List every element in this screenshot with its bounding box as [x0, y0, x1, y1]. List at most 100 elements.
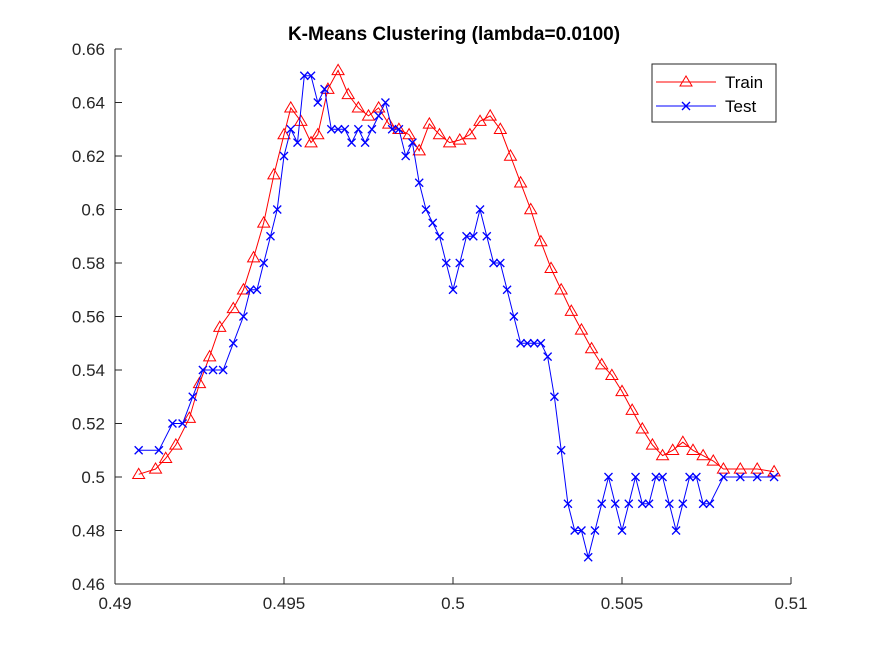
train-point — [665, 443, 680, 455]
train-point — [452, 132, 467, 145]
test-point — [583, 552, 593, 562]
legend: Train Test — [651, 63, 777, 123]
x-tick-label: 0.49 — [98, 594, 131, 613]
train-point — [361, 108, 376, 121]
test-point — [266, 231, 275, 241]
train-point — [226, 301, 241, 314]
test-point-stroke — [326, 124, 336, 134]
test-point — [495, 258, 505, 268]
test-point-stroke — [651, 472, 661, 482]
test-point-stroke — [374, 111, 384, 121]
test-point-stroke — [691, 472, 701, 482]
train-point — [202, 349, 217, 362]
train-point — [483, 108, 498, 121]
train-point — [544, 261, 558, 274]
test-point — [678, 499, 688, 509]
test-point-stroke — [208, 365, 218, 375]
test-point-stroke — [489, 258, 499, 268]
test-point — [448, 285, 458, 295]
test-point-stroke — [168, 419, 177, 428]
y-tick-label: 0.54 — [72, 361, 105, 380]
train-point — [381, 116, 396, 129]
test-point — [698, 499, 708, 509]
test-point — [272, 205, 282, 214]
train-point — [564, 304, 579, 316]
test-point-stroke — [407, 138, 417, 148]
test-point — [651, 472, 661, 482]
test-point-stroke — [685, 472, 695, 482]
test-point-stroke — [286, 124, 296, 134]
test-point-stroke — [769, 472, 779, 482]
y-tick-label: 0.46 — [72, 575, 105, 594]
test-point-stroke — [658, 472, 668, 482]
test-point-stroke — [340, 124, 350, 134]
test-point — [549, 392, 559, 402]
test-point-stroke — [252, 285, 262, 295]
train-point — [625, 403, 640, 415]
test-point — [401, 151, 411, 161]
test-point — [306, 71, 316, 81]
test-point-stroke — [495, 258, 505, 268]
test-point — [178, 419, 188, 428]
test-point — [347, 138, 357, 148]
train-point — [493, 122, 508, 134]
test-point-stroke — [617, 526, 627, 535]
train-point — [686, 443, 700, 455]
train-point — [212, 320, 227, 332]
x-tick-label: 0.505 — [601, 594, 644, 613]
test-point — [752, 472, 762, 482]
test-point-stroke — [266, 231, 275, 241]
test-point — [691, 472, 701, 482]
x-tick-label: 0.51 — [774, 594, 807, 613]
test-point-stroke — [678, 499, 688, 509]
train-point — [574, 322, 589, 335]
test-point — [435, 231, 444, 241]
test-point-stroke — [583, 552, 593, 562]
test-point — [218, 365, 228, 375]
train-point — [675, 435, 690, 447]
test-point-stroke — [549, 392, 559, 402]
test-point — [154, 445, 164, 455]
test-point — [489, 258, 499, 268]
train-point — [168, 437, 183, 450]
train-point — [503, 149, 518, 161]
x-tick-label: 0.495 — [263, 594, 306, 613]
train-point — [310, 127, 325, 140]
test-point — [279, 151, 289, 161]
test-point-stroke — [448, 285, 458, 295]
test-point-stroke — [718, 472, 728, 482]
test-point-stroke — [306, 71, 316, 81]
test-point — [428, 218, 438, 228]
train-point — [412, 143, 427, 156]
test-point-stroke — [299, 71, 309, 81]
train-point — [635, 421, 650, 434]
test-point-stroke — [272, 205, 282, 214]
test-point — [590, 526, 600, 535]
test-point-stroke — [644, 499, 654, 509]
test-point-stroke — [428, 218, 438, 228]
train-point — [604, 368, 619, 381]
test-point-stroke — [360, 138, 370, 148]
train-point — [158, 451, 173, 463]
test-point-stroke — [597, 499, 607, 509]
test-point — [407, 138, 417, 148]
test-point — [441, 258, 451, 268]
train-point — [432, 127, 447, 140]
plot-area — [115, 49, 791, 584]
legend-test-marker — [681, 101, 691, 111]
y-tick-label: 0.52 — [72, 415, 105, 434]
test-point-stroke — [394, 124, 404, 134]
series-layer — [131, 63, 781, 562]
test-point — [735, 472, 745, 482]
train-point — [131, 467, 146, 480]
test-point-stroke — [421, 205, 431, 214]
train-point — [182, 411, 197, 423]
test-point — [134, 445, 144, 455]
train-point — [767, 464, 781, 477]
test-point-stroke — [705, 499, 715, 509]
test-point-stroke — [435, 231, 444, 241]
test-point-stroke — [455, 258, 465, 268]
test-point-stroke — [293, 138, 302, 148]
train-point — [442, 135, 457, 148]
test-point — [188, 392, 198, 402]
